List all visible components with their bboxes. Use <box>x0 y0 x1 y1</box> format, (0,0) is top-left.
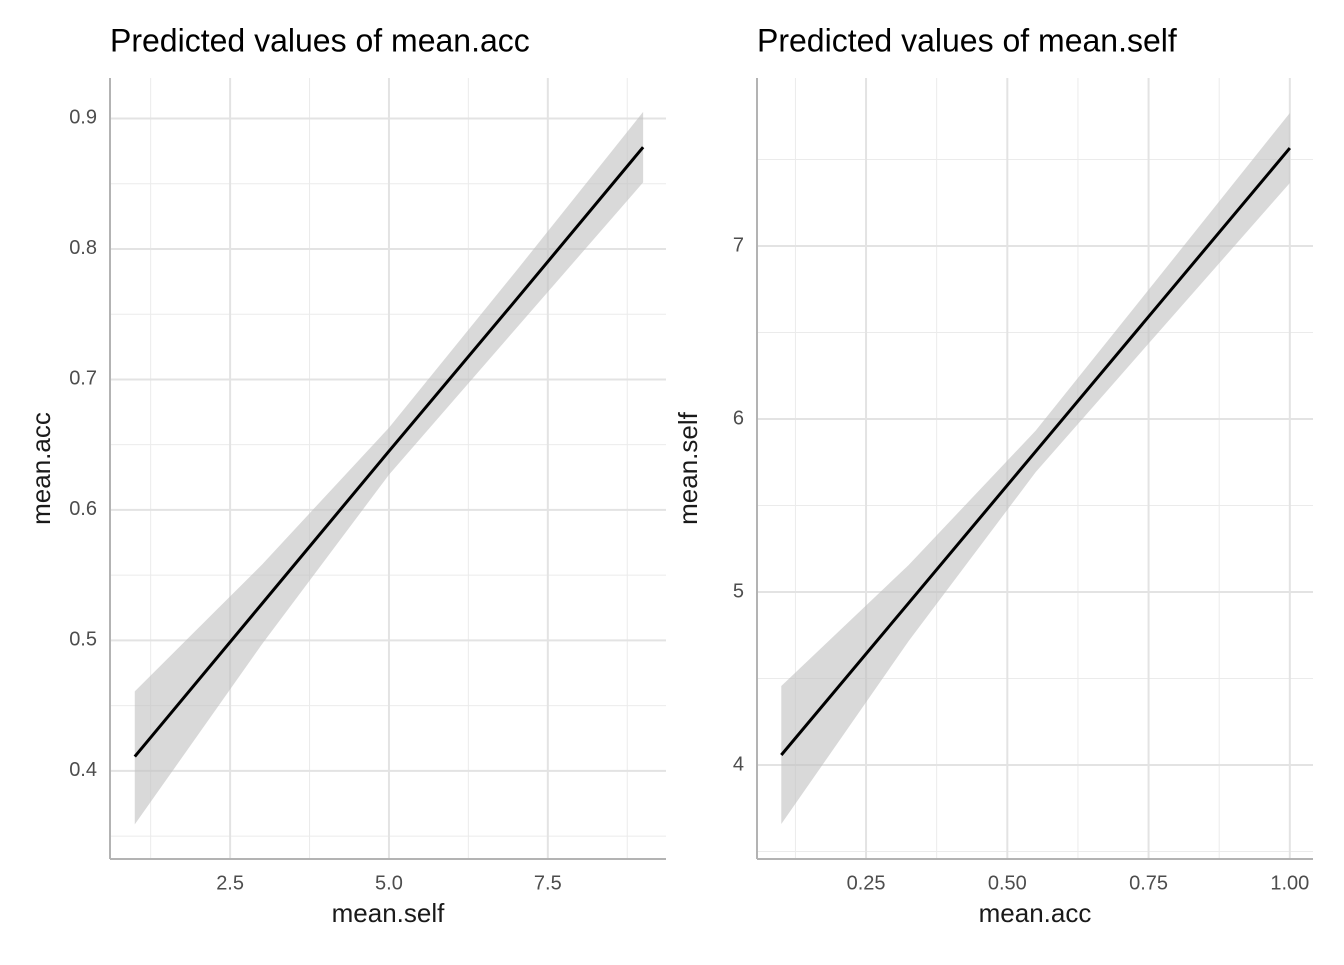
y-tick-label: 0.5 <box>69 629 97 651</box>
x-tick-label: 1.00 <box>1270 872 1309 894</box>
x-tick-label: 2.5 <box>216 872 244 894</box>
y-tick-label: 0.9 <box>69 107 97 129</box>
y-tick-label: 7 <box>733 234 744 256</box>
y-tick-label: 0.8 <box>69 237 97 259</box>
x-tick-label: 0.50 <box>988 872 1027 894</box>
y-tick-label: 0.6 <box>69 498 97 520</box>
confidence-band <box>134 111 644 825</box>
y-axis-label: mean.self <box>673 411 703 524</box>
y-tick-label: 6 <box>733 407 744 429</box>
x-tick-label: 0.75 <box>1129 872 1168 894</box>
line <box>780 147 1291 756</box>
x-axis-label: mean.acc <box>979 898 1092 928</box>
y-tick-label: 5 <box>733 580 744 602</box>
x-tick-label: 0.25 <box>847 872 886 894</box>
confidence-band <box>781 112 1290 825</box>
x-tick-label: 7.5 <box>534 872 562 894</box>
y-tick-label: 0.4 <box>69 759 97 781</box>
y-tick-label: 0.7 <box>69 368 97 390</box>
x-tick-label: 5.0 <box>375 872 403 894</box>
x-axis-label: mean.self <box>332 898 445 928</box>
line <box>133 146 645 758</box>
y-axis-label: mean.acc <box>26 412 56 525</box>
chart-title: Predicted values of mean.acc <box>110 22 530 58</box>
y-tick-label: 4 <box>733 753 744 775</box>
chart-title: Predicted values of mean.self <box>757 22 1177 58</box>
